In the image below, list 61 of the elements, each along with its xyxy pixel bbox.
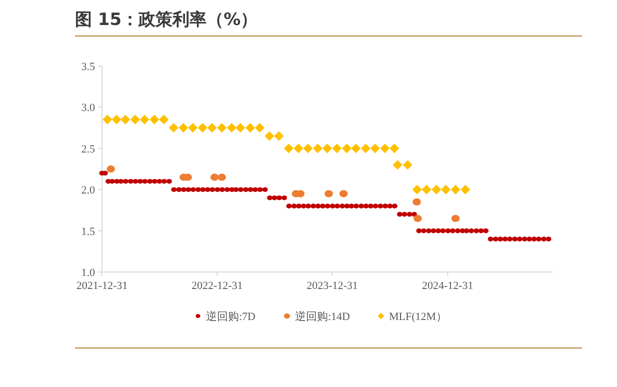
point (198, 123, 208, 133)
point (150, 114, 160, 124)
point (322, 144, 332, 154)
point (264, 131, 274, 141)
point (102, 114, 112, 124)
point (236, 123, 246, 133)
point (351, 144, 361, 154)
point (210, 174, 219, 181)
point (284, 144, 294, 154)
point (392, 160, 402, 170)
point (332, 144, 342, 154)
x-tick-label: 2022-12-31 (191, 280, 243, 292)
point (451, 214, 460, 222)
x-tick-label: 2024-12-31 (422, 280, 474, 292)
point (450, 184, 460, 194)
legend-label: MLF(12M） (389, 311, 448, 323)
point (370, 144, 380, 154)
point (188, 123, 198, 133)
y-tick-label: 1.5 (81, 226, 96, 238)
point (207, 123, 217, 133)
legend-label: 逆回购:14D (295, 310, 350, 323)
point (303, 144, 313, 154)
y-tick-label: 1.0 (81, 267, 96, 279)
point (432, 184, 442, 194)
point (422, 184, 432, 194)
point (106, 165, 115, 173)
point (312, 144, 323, 154)
point (274, 131, 284, 141)
point (402, 160, 412, 170)
point (159, 114, 169, 124)
point (414, 214, 422, 222)
point (360, 144, 370, 154)
x-tick-label: 2021-12-31 (76, 280, 128, 292)
y-tick-label: 3.0 (81, 102, 96, 114)
point (380, 144, 390, 154)
point (440, 184, 451, 194)
point (226, 123, 236, 133)
point (112, 114, 122, 124)
chart-title: 图 15：政策利率（%） (75, 10, 258, 30)
point (254, 123, 264, 133)
y-tick-label: 2.0 (81, 184, 96, 197)
point (140, 114, 150, 124)
point (120, 114, 130, 124)
y-tick-label: 2.5 (81, 143, 96, 156)
point (218, 174, 226, 181)
x-tick-label: 2023-12-31 (306, 280, 358, 292)
point (217, 123, 227, 133)
point (460, 184, 470, 194)
point (245, 123, 256, 133)
point (294, 144, 304, 154)
point (339, 190, 348, 198)
point (178, 123, 188, 133)
point (324, 190, 333, 198)
point (412, 184, 422, 194)
point (342, 144, 352, 154)
legend-label: 逆回购:7D (206, 310, 256, 323)
point (130, 114, 140, 124)
y-tick-label: 3.5 (81, 61, 96, 73)
point (390, 144, 400, 154)
point (412, 198, 421, 206)
point (168, 123, 178, 133)
